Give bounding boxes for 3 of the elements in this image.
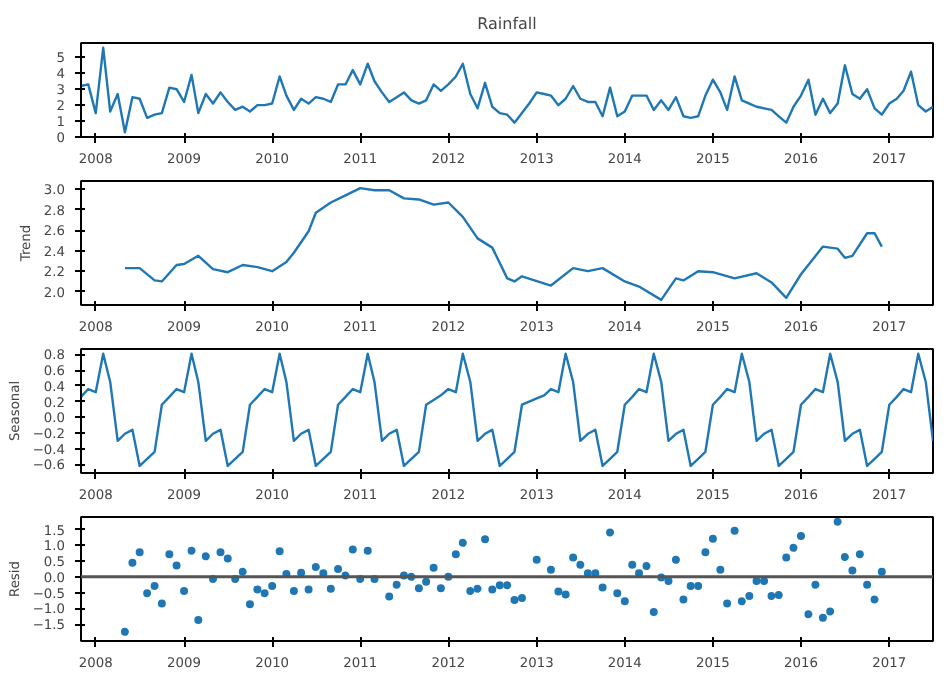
line-series [123, 186, 884, 302]
line-series [81, 352, 933, 468]
chart-title: Rainfall [477, 15, 537, 33]
